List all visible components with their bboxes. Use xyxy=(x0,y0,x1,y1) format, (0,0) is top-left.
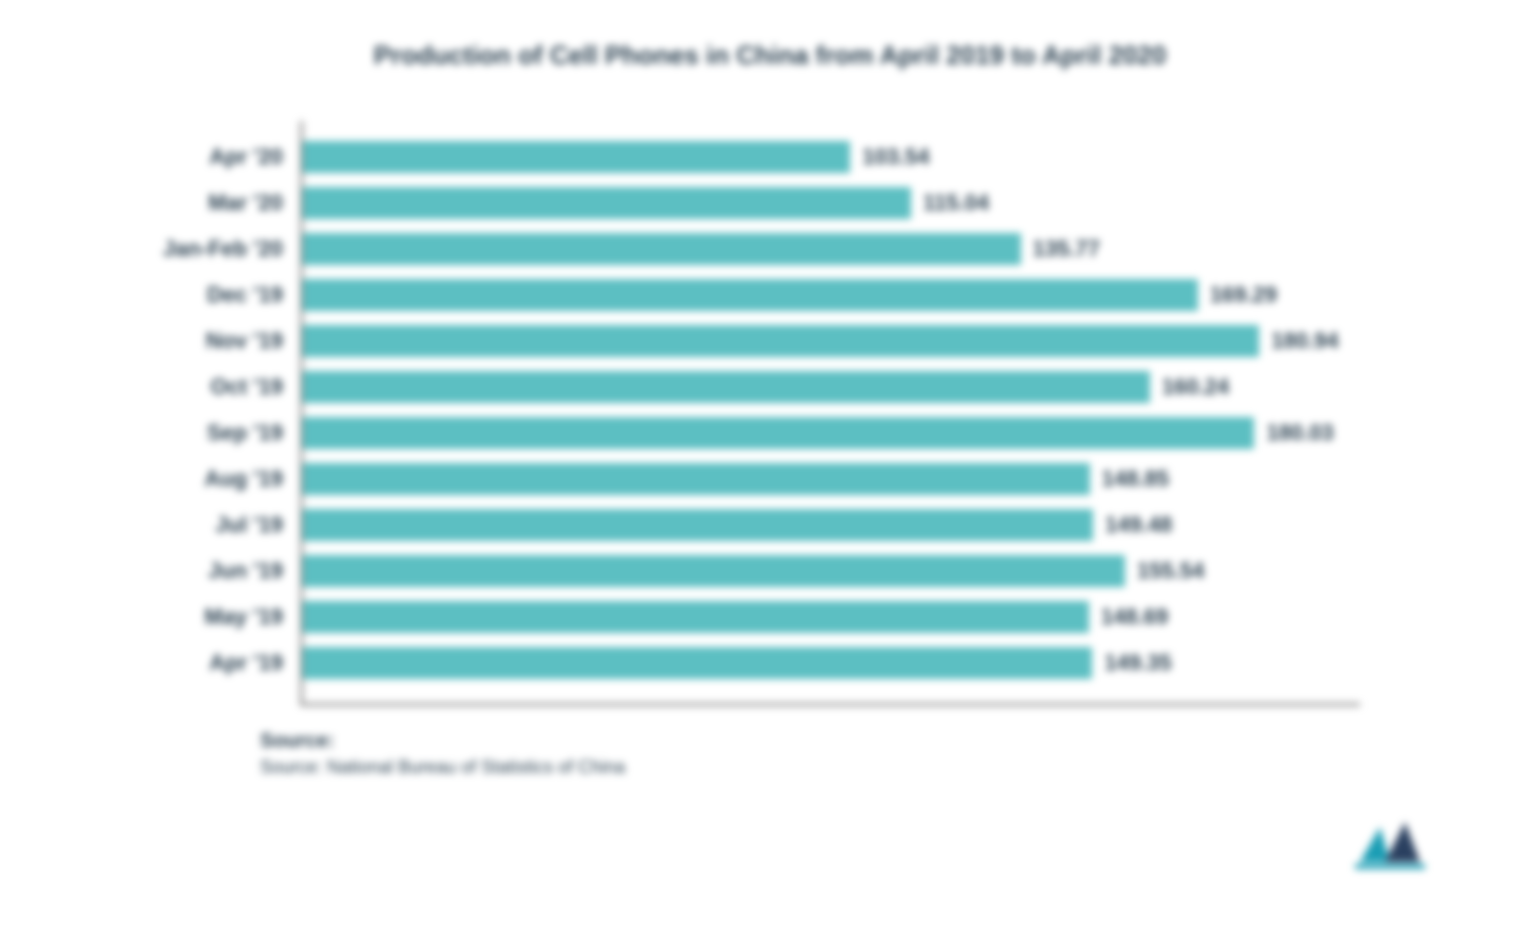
bar-value-label: 180.94 xyxy=(1271,328,1338,354)
bar xyxy=(303,187,911,219)
bar-value-label: 115.04 xyxy=(923,190,989,216)
bar-category-label: Aug '19 xyxy=(204,466,283,492)
bar-row: Nov '19180.94 xyxy=(303,325,1360,357)
bar-category-label: Sep '19 xyxy=(207,420,283,446)
bar-category-label: Apr '19 xyxy=(209,650,283,676)
bar xyxy=(303,279,1198,311)
chart-title: Production of Cell Phones in China from … xyxy=(60,40,1480,71)
bar xyxy=(303,371,1150,403)
bar-value-label: 135.77 xyxy=(1033,236,1100,262)
logo-icon xyxy=(1350,822,1440,872)
bar-row: Jan-Feb '20135.77 xyxy=(303,233,1360,265)
bar-category-label: May '19 xyxy=(204,604,283,630)
bar-value-label: 103.54 xyxy=(862,144,929,170)
bar-value-label: 149.48 xyxy=(1105,512,1172,538)
source-text: Source: National Bureau of Statistics of… xyxy=(260,757,1480,778)
bar-row: Jul '19149.48 xyxy=(303,509,1360,541)
bar-value-label: 148.69 xyxy=(1101,604,1168,630)
bar-value-label: 148.85 xyxy=(1102,466,1169,492)
bar-category-label: Dec '19 xyxy=(207,282,283,308)
bar xyxy=(303,647,1092,679)
bar xyxy=(303,463,1090,495)
bar-category-label: Jan-Feb '20 xyxy=(163,236,283,262)
bar xyxy=(303,141,850,173)
bar xyxy=(303,509,1093,541)
bar-category-label: Nov '19 xyxy=(206,328,283,354)
bar xyxy=(303,555,1125,587)
bar-row: Aug '19148.85 xyxy=(303,463,1360,495)
bar-category-label: Apr '20 xyxy=(209,144,283,170)
bar-category-label: Mar '20 xyxy=(208,190,283,216)
bar-row: Apr '19149.35 xyxy=(303,647,1360,679)
bar-row: Dec '19169.29 xyxy=(303,279,1360,311)
bar-category-label: Oct '19 xyxy=(211,374,284,400)
bar-value-label: 169.29 xyxy=(1210,282,1277,308)
bar-row: Jun '19155.54 xyxy=(303,555,1360,587)
bar-row: Oct '19160.24 xyxy=(303,371,1360,403)
bar-row: Mar '20115.04 xyxy=(303,187,1360,219)
bar xyxy=(303,233,1021,265)
chart-plot-area: Apr '20103.54 Mar '20115.04 Jan-Feb '20135… xyxy=(300,121,1360,706)
bar-value-label: 155.54 xyxy=(1137,558,1204,584)
bar-value-label: 149.35 xyxy=(1104,650,1171,676)
bar xyxy=(303,601,1089,633)
bar-value-label: 160.24 xyxy=(1162,374,1229,400)
bar-category-label: Jun '19 xyxy=(208,558,283,584)
bar-row: Sep '19180.03 xyxy=(303,417,1360,449)
bar xyxy=(303,417,1254,449)
bar-value-label: 180.03 xyxy=(1266,420,1333,446)
bar-category-label: Jul '19 xyxy=(215,512,283,538)
source-block: Source: Source: National Bureau of Stati… xyxy=(260,730,1480,778)
chart-container: Production of Cell Phones in China from … xyxy=(60,40,1480,902)
bar xyxy=(303,325,1259,357)
source-title: Source: xyxy=(260,730,1480,753)
bar-row: May '19148.69 xyxy=(303,601,1360,633)
bar-row: Apr '20103.54 xyxy=(303,141,1360,173)
